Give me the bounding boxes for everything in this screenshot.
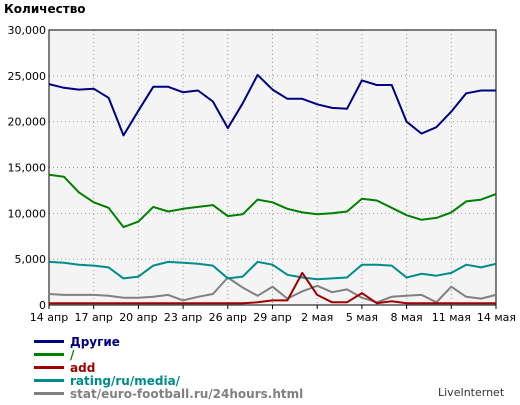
plot-border: [48, 29, 497, 306]
legend-swatch: [34, 353, 64, 356]
legend-item: rating/ru/media/: [34, 373, 181, 388]
legend-label: Другие: [70, 334, 120, 349]
legend-swatch: [34, 340, 64, 343]
legend-label: add: [70, 360, 96, 375]
series-line-0: [48, 73, 496, 137]
y-tick-label: 20,000: [8, 116, 47, 129]
legend-item: /: [34, 347, 75, 362]
series-lines: [48, 73, 497, 305]
y-tick-label: 5,000: [15, 253, 47, 266]
liveinternet-credit: LiveInternet: [438, 386, 505, 399]
legend-swatch: [34, 366, 64, 369]
legend-swatch: [34, 392, 64, 395]
legend-item: add: [34, 360, 96, 375]
legend-label: stat/euro-football.ru/24hours.html: [70, 386, 304, 401]
x-tick-label: 29 апр: [253, 311, 291, 324]
chart-title: Количество: [4, 2, 86, 16]
legend-label: rating/ru/media/: [70, 373, 181, 388]
series-line-4: [48, 276, 497, 304]
y-tick-label: 30,000: [8, 24, 47, 37]
x-tick-label: 11 мая: [432, 311, 471, 324]
legend-item: Другие: [34, 334, 120, 349]
legend-item: stat/euro-football.ru/24hours.html: [34, 386, 304, 401]
legend-swatch: [34, 379, 64, 382]
x-tick-label: 23 апр: [164, 311, 202, 324]
series-line-2: [49, 271, 496, 305]
y-tick-label: 10,000: [8, 207, 47, 220]
x-tick-label: 14 апр: [30, 311, 68, 324]
x-tick-label: 14 мая: [477, 311, 516, 324]
series-line-3: [48, 260, 497, 281]
x-tick-label: 20 апр: [119, 311, 157, 324]
x-tick-label: 8 мая: [391, 311, 423, 324]
x-tick-label: 26 апр: [209, 311, 247, 324]
series-line-1: [48, 173, 497, 229]
x-tick-label: 5 мая: [346, 311, 378, 324]
x-tick-label: 17 апр: [74, 311, 112, 324]
y-tick-label: 15,000: [8, 162, 47, 175]
x-tick-label: 2 мая: [301, 311, 333, 324]
y-tick-label: 25,000: [8, 70, 47, 83]
legend-label: /: [70, 347, 75, 362]
y-tick-label: 0: [39, 299, 46, 312]
axes: 0 5,000 10,000 15,000 20,000 25,000 30,000 14 а…: [8, 24, 517, 324]
